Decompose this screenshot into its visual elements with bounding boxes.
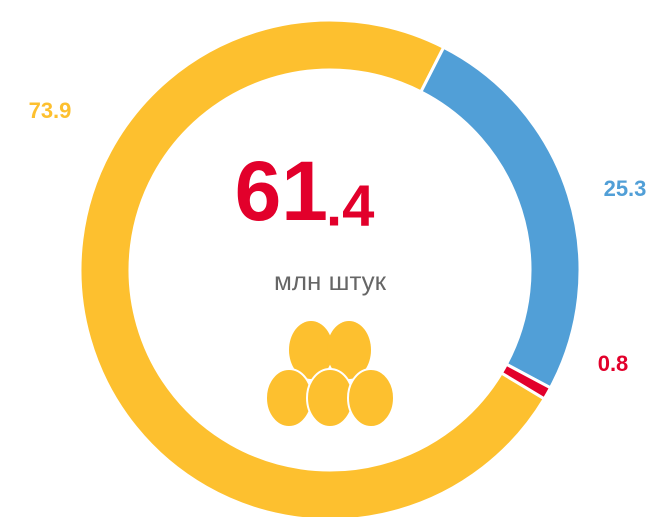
egg — [265, 368, 313, 428]
egg — [327, 321, 371, 379]
eggs-icon — [265, 321, 395, 428]
donut-segment — [78, 18, 547, 522]
segments — [78, 18, 582, 522]
egg — [347, 368, 395, 428]
donut-segment — [418, 45, 582, 390]
center-fraction: .4 — [326, 173, 374, 238]
value-label: 73.9 — [29, 98, 72, 123]
value-label: 0.8 — [598, 351, 629, 376]
center-integer: 61 — [235, 144, 328, 238]
value-label: 25.3 — [604, 176, 647, 201]
unit-label: млн штук — [274, 266, 387, 296]
egg — [306, 368, 354, 428]
egg — [289, 321, 333, 379]
donut-segment — [499, 362, 553, 401]
